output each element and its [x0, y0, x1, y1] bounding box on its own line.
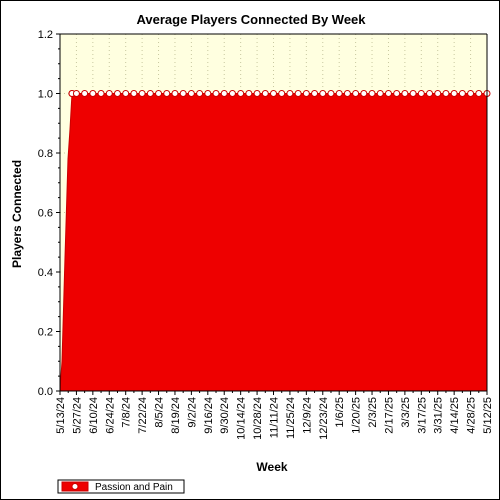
- data-point: [179, 90, 187, 97]
- x-tick-label: 1/20/25: [351, 397, 363, 434]
- x-tick-label: 12/23/24: [318, 397, 330, 440]
- x-tick-label: 3/3/25: [400, 397, 412, 428]
- y-tick-label: 0.4: [38, 267, 53, 279]
- data-point: [196, 90, 204, 97]
- data-point: [130, 90, 138, 97]
- x-tick-label: 8/19/24: [170, 397, 182, 434]
- data-point: [220, 90, 228, 97]
- data-point: [113, 90, 121, 97]
- x-tick-label: 10/14/24: [236, 397, 248, 440]
- data-point: [311, 90, 319, 97]
- data-point: [155, 90, 163, 97]
- legend: Passion and Pain: [57, 479, 185, 494]
- data-point: [384, 90, 392, 97]
- data-point: [72, 90, 80, 97]
- axes: [56, 33, 488, 395]
- data-point: [89, 90, 97, 97]
- data-point: [105, 90, 113, 97]
- data-point: [360, 90, 368, 97]
- data-point: [138, 90, 146, 97]
- legend-marker: [71, 483, 79, 490]
- y-tick-label: 0.6: [38, 208, 53, 220]
- x-tick-label: 11/25/24: [285, 397, 297, 439]
- y-tick-label: 0.0: [38, 386, 53, 398]
- data-point: [171, 90, 179, 97]
- data-point: [163, 90, 171, 97]
- legend-box: [57, 479, 185, 494]
- x-tick-label: 8/5/24: [154, 397, 166, 428]
- data-point: [442, 90, 450, 97]
- data-point: [409, 90, 417, 97]
- data-point: [450, 90, 458, 97]
- data-point: [417, 90, 425, 97]
- x-tick-label: 6/10/24: [88, 397, 100, 434]
- data-point: [352, 90, 360, 97]
- data-point: [237, 90, 245, 97]
- series-layer: [59, 90, 491, 392]
- x-tick-label: 6/24/24: [104, 397, 116, 434]
- x-tick-label: 1/6/25: [334, 397, 346, 428]
- data-point: [458, 90, 466, 97]
- x-tick-label: 9/30/24: [219, 397, 231, 434]
- y-tick-label: 1.2: [38, 29, 53, 41]
- data-point: [376, 90, 384, 97]
- x-tick-label: 12/9/24: [301, 397, 313, 434]
- data-point: [212, 90, 220, 97]
- x-tick-label: 7/8/24: [121, 397, 133, 428]
- data-point: [245, 90, 253, 97]
- x-tick-label: 5/13/24: [55, 397, 67, 434]
- data-point: [146, 90, 154, 97]
- data-point: [253, 90, 261, 97]
- x-tick-label: 3/31/25: [433, 397, 445, 434]
- x-axis-label: Week: [256, 460, 287, 474]
- y-tick-label: 0.8: [38, 148, 53, 160]
- data-point: [228, 90, 236, 97]
- y-axis-label: Players Connected: [10, 160, 24, 268]
- y-tick-label: 0.2: [38, 327, 53, 339]
- x-tick-label: 2/3/25: [367, 397, 379, 428]
- data-point: [475, 90, 483, 97]
- x-tick-label: 5/12/25: [482, 397, 494, 434]
- x-tick-label: 2/17/25: [383, 397, 395, 434]
- data-point: [302, 90, 310, 97]
- data-point: [204, 90, 212, 97]
- chart-title: Average Players Connected By Week: [136, 12, 366, 27]
- y-tick-labels: 0.0 0.2 0.4 0.6 0.8 1.0 1.2: [38, 29, 53, 398]
- x-tick-label: 3/17/25: [416, 397, 428, 434]
- x-tick-label: 4/14/25: [449, 397, 461, 434]
- data-point: [467, 90, 475, 97]
- data-point: [270, 90, 277, 97]
- data-point: [335, 90, 343, 97]
- x-tick-label: 7/22/24: [137, 397, 149, 434]
- x-tick-label: 10/28/24: [252, 397, 264, 440]
- data-point: [393, 90, 401, 97]
- x-tick-label: 9/16/24: [203, 397, 215, 434]
- data-point: [401, 90, 409, 97]
- data-point: [286, 90, 294, 97]
- x-tick-label: 9/2/24: [186, 397, 198, 428]
- data-point: [434, 90, 442, 97]
- data-point: [122, 90, 130, 97]
- legend-label: Passion and Pain: [95, 482, 173, 493]
- y-tick-label: 1.0: [38, 89, 53, 101]
- x-tick-label: 11/11/24: [269, 397, 281, 438]
- data-point: [368, 90, 376, 97]
- x-tick-labels: 5/13/24 5/27/24 6/10/24 6/24/24 7/8/24 7/22/2…: [55, 397, 494, 440]
- series-area: [59, 93, 488, 392]
- data-point: [278, 90, 286, 97]
- data-point: [187, 90, 195, 97]
- data-point: [294, 90, 302, 97]
- data-point: [426, 90, 434, 97]
- x-tick-label: 4/28/25: [466, 397, 478, 434]
- data-point: [327, 90, 335, 97]
- data-point: [97, 90, 105, 97]
- data-point: [343, 90, 351, 97]
- x-tick-label: 5/27/24: [71, 397, 83, 434]
- data-point: [261, 90, 269, 97]
- data-point: [81, 90, 89, 97]
- data-point: [319, 90, 327, 97]
